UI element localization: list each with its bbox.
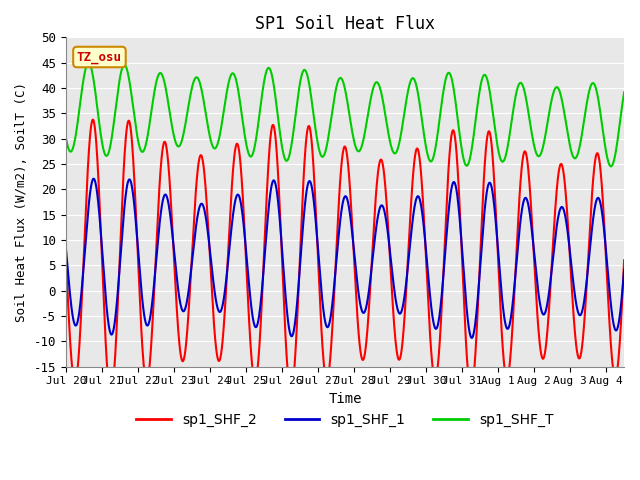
sp1_SHF_1 bbox=[90, 176, 97, 181]
sp1_SHF_2 bbox=[89, 117, 97, 122]
Line: sp1_SHF_T: sp1_SHF_T bbox=[66, 63, 624, 167]
sp1_SHF_2 bbox=[380, 172, 388, 178]
sp1_SHF_2 bbox=[620, 257, 628, 263]
sp1_SHF_1 bbox=[311, 206, 319, 212]
sp1_SHF_T bbox=[300, 69, 307, 74]
sp1_SHF_T bbox=[84, 60, 92, 66]
sp1_SHF_1 bbox=[468, 335, 476, 341]
sp1_SHF_T bbox=[321, 151, 328, 157]
sp1_SHF_2 bbox=[106, 387, 113, 393]
sp1_SHF_2 bbox=[129, 145, 136, 151]
sp1_SHF_2 bbox=[107, 392, 115, 397]
sp1_SHF_1 bbox=[321, 316, 328, 322]
sp1_SHF_1 bbox=[380, 206, 388, 212]
sp1_SHF_1 bbox=[106, 326, 113, 332]
Y-axis label: Soil Heat Flux (W/m2), SoilT (C): Soil Heat Flux (W/m2), SoilT (C) bbox=[15, 82, 28, 322]
sp1_SHF_2 bbox=[62, 252, 70, 258]
sp1_SHF_T bbox=[311, 120, 319, 125]
sp1_SHF_T bbox=[607, 164, 615, 169]
Text: TZ_osu: TZ_osu bbox=[77, 50, 122, 63]
sp1_SHF_T bbox=[380, 103, 388, 109]
sp1_SHF_2 bbox=[311, 191, 319, 197]
sp1_SHF_T bbox=[106, 147, 113, 153]
Line: sp1_SHF_1: sp1_SHF_1 bbox=[66, 179, 624, 338]
Title: SP1 Soil Heat Flux: SP1 Soil Heat Flux bbox=[255, 15, 435, 33]
Line: sp1_SHF_2: sp1_SHF_2 bbox=[66, 120, 624, 395]
sp1_SHF_1 bbox=[128, 185, 136, 191]
sp1_SHF_1 bbox=[300, 223, 307, 228]
sp1_SHF_1 bbox=[62, 244, 70, 250]
Legend: sp1_SHF_2, sp1_SHF_1, sp1_SHF_T: sp1_SHF_2, sp1_SHF_1, sp1_SHF_T bbox=[131, 407, 559, 432]
sp1_SHF_2 bbox=[300, 178, 307, 184]
sp1_SHF_T bbox=[62, 134, 70, 140]
sp1_SHF_T bbox=[128, 96, 136, 102]
sp1_SHF_T bbox=[620, 89, 628, 95]
sp1_SHF_2 bbox=[321, 371, 329, 377]
X-axis label: Time: Time bbox=[328, 392, 362, 406]
sp1_SHF_1 bbox=[620, 266, 628, 272]
